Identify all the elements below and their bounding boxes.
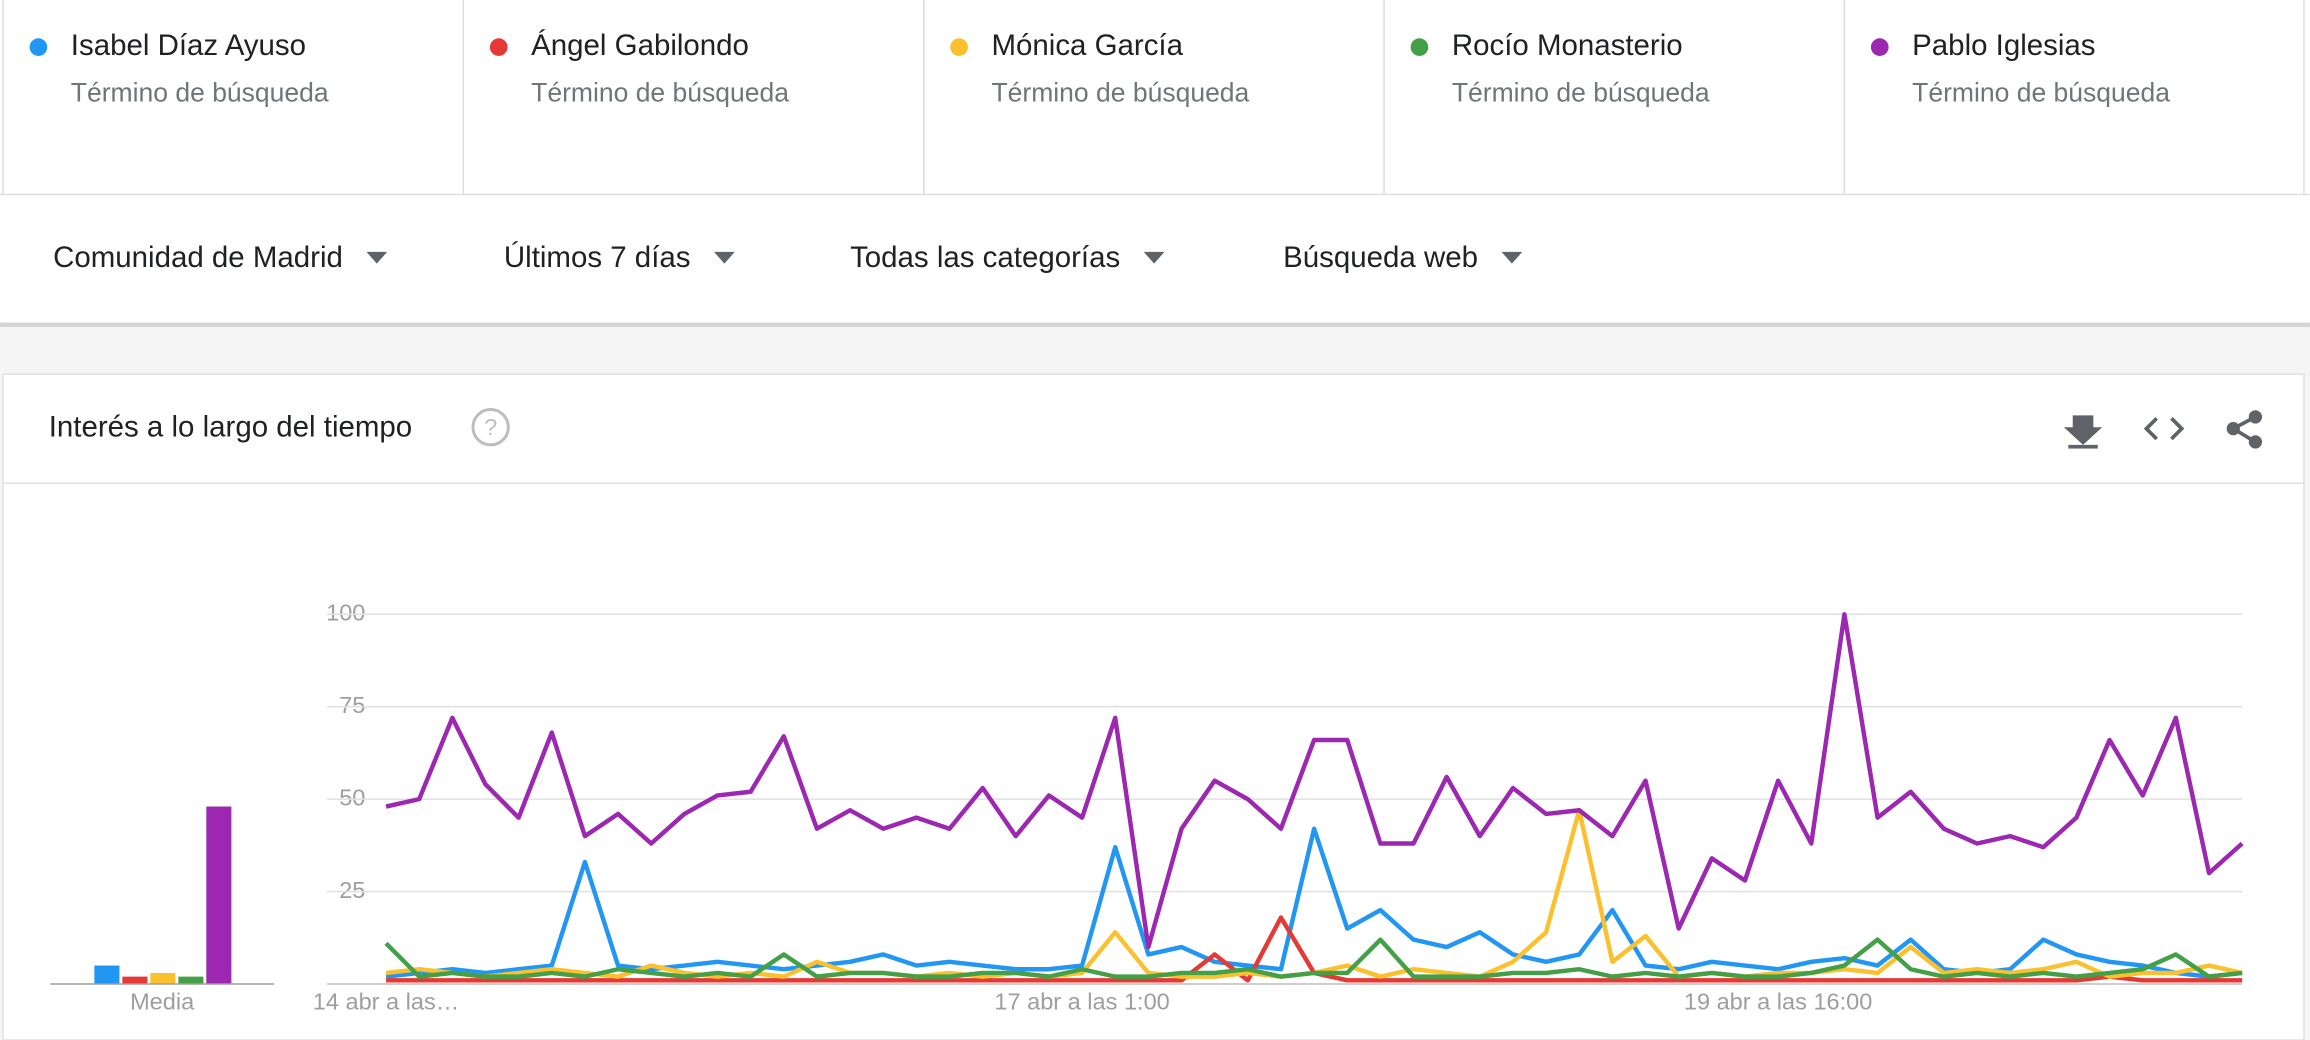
bar — [206, 806, 232, 985]
bar — [94, 965, 120, 985]
help-icon[interactable]: ? — [471, 408, 510, 447]
bar — [150, 972, 176, 985]
series-line — [384, 937, 2243, 979]
term-name[interactable]: Rocío Monasterio — [1452, 29, 1683, 62]
series-line — [385, 612, 2244, 950]
term-name[interactable]: Mónica García — [991, 29, 1183, 62]
legend-dot — [1410, 38, 1429, 56]
x-tick-label: 14 abr a las… — [313, 988, 460, 1014]
term-name[interactable]: Ángel Gabilondo — [531, 29, 749, 62]
term-subtitle: Término de búsqueda — [1912, 77, 2170, 107]
filter-dropdown[interactable]: Últimos 7 días — [504, 241, 691, 274]
filter-dropdown[interactable]: Comunidad de Madrid — [53, 241, 343, 274]
x-tick-label: 19 abr a las 16:00 — [1684, 988, 1873, 1014]
y-tick-label: 25 — [339, 877, 365, 903]
filter-dropdown[interactable]: Todas las categorías — [850, 241, 1120, 274]
term-subtitle: Término de búsqueda — [1452, 77, 1710, 107]
series-line — [385, 826, 2243, 979]
share-icon[interactable] — [2226, 410, 2263, 449]
legend-dot — [489, 38, 508, 56]
term-name[interactable]: Isabel Díaz Ayuso — [71, 29, 306, 62]
download-icon[interactable] — [2063, 415, 2103, 449]
dropdown-arrow[interactable] — [714, 251, 735, 264]
legend-dot — [950, 38, 968, 56]
filter-dropdown[interactable]: Búsqueda web — [1283, 241, 1478, 274]
embed-icon[interactable] — [2143, 417, 2185, 441]
y-tick-label: 75 — [339, 692, 365, 718]
legend-dot — [29, 38, 48, 56]
bar — [122, 976, 148, 985]
legend-dot — [1870, 38, 1889, 56]
term-subtitle: Término de búsqueda — [531, 77, 789, 107]
y-tick-label: 50 — [339, 784, 365, 810]
term-subtitle: Término de búsqueda — [71, 77, 329, 107]
y-tick-label: 100 — [326, 599, 365, 625]
x-tick-label: Media — [130, 988, 195, 1014]
term-subtitle: Término de búsqueda — [991, 77, 1249, 107]
dropdown-arrow[interactable] — [1143, 251, 1165, 264]
term-name[interactable]: Pablo Iglesias — [1912, 29, 2095, 62]
dropdown-arrow[interactable] — [366, 251, 388, 264]
panel-title: Interés a lo largo del tiempo — [49, 410, 412, 443]
shadow — [0, 322, 2310, 328]
x-tick-label: 17 abr a las 1:00 — [994, 988, 1169, 1014]
header-bg — [0, 0, 2310, 325]
bar — [178, 976, 204, 985]
dropdown-arrow[interactable] — [1501, 251, 1523, 264]
svg-text:?: ? — [484, 414, 497, 440]
